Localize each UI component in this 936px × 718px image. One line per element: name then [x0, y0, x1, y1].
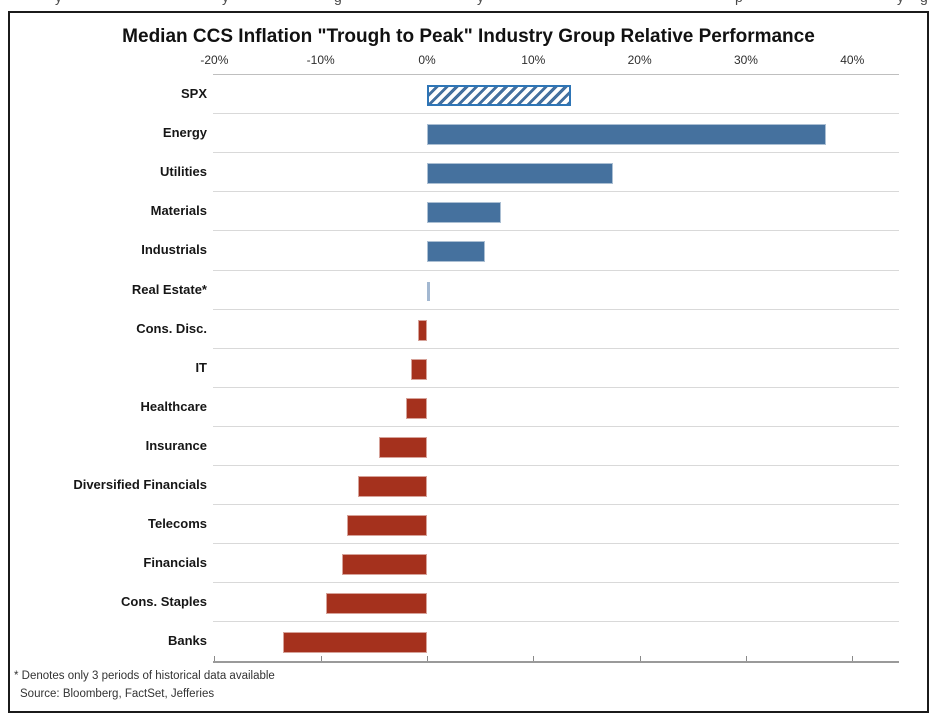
bar-cons-disc: [418, 319, 427, 341]
row-separator: [213, 113, 899, 114]
x-axis-tick-label: 0%: [418, 53, 436, 67]
chart-footnote: * Denotes only 3 periods of historical d…: [14, 670, 275, 682]
bar-materials: [427, 202, 502, 224]
row-label-spx: SPX: [180, 86, 207, 101]
x-axis-tick-mark: [639, 655, 641, 661]
chart-frame: Median CCS Inflation "Trough to Peak" In…: [8, 11, 929, 713]
x-axis-tick-mark: [320, 655, 322, 661]
bottom-axis-line: [213, 660, 899, 663]
x-axis-tick-mark: [745, 655, 747, 661]
x-axis-tick-mark: [852, 655, 854, 661]
top-axis-line: [213, 74, 899, 75]
row-label-materials: Materials: [150, 203, 207, 219]
clipped-glyph: y: [897, 0, 904, 5]
clipped-glyph: y: [477, 0, 484, 5]
row-label-cons-disc: Cons. Disc.: [136, 320, 207, 336]
row-label-financials: Financials: [143, 555, 207, 571]
row-separator: [213, 582, 899, 583]
clipped-glyph: g: [334, 0, 342, 5]
bar-utilities: [427, 163, 614, 185]
row-separator: [213, 230, 899, 231]
chart-title: Median CCS Inflation "Trough to Peak" In…: [122, 26, 815, 47]
row-separator: [213, 387, 899, 388]
x-axis-tick-label: -10%: [306, 53, 335, 67]
x-axis-tick-label: -20%: [200, 53, 229, 67]
row-label-insurance: Insurance: [145, 437, 207, 453]
clipped-glyph: p: [735, 0, 743, 5]
x-axis-tick-label: 20%: [627, 53, 652, 67]
x-axis-tick-label: 10%: [521, 53, 546, 67]
row-label-energy: Energy: [162, 125, 207, 141]
bar-industrials: [427, 241, 486, 263]
row-separator: [213, 426, 899, 427]
bar-banks: [283, 632, 427, 654]
row-separator: [213, 621, 899, 622]
x-axis-tick-label: 30%: [733, 53, 758, 67]
bar-financials: [341, 554, 427, 576]
row-label-telecoms: Telecoms: [147, 516, 207, 532]
row-separator: [213, 504, 899, 505]
clipped-glyph: y: [55, 0, 62, 5]
x-axis-tick-mark: [214, 655, 216, 661]
row-label-it: IT: [195, 359, 207, 375]
chart-source: Source: Bloomberg, FactSet, Jefferies: [20, 688, 215, 700]
row-separator: [213, 543, 899, 544]
bar-cons-staples: [325, 593, 427, 615]
row-label-real-estate: Real Estate*: [131, 281, 207, 297]
row-separator: [213, 309, 899, 310]
row-label-banks: Banks: [167, 633, 207, 649]
bar-energy: [427, 124, 826, 146]
bar-real-estate: [427, 281, 431, 301]
row-separator: [213, 270, 899, 271]
row-separator: [213, 152, 899, 153]
x-axis-tick-label: 40%: [840, 53, 865, 67]
clipped-glyph: y: [222, 0, 229, 5]
clipped-text-fragments: yygypyg: [0, 0, 936, 7]
row-separator: [213, 465, 899, 466]
x-axis-tick-mark: [533, 655, 535, 661]
clipped-glyph: g: [920, 0, 928, 5]
row-label-diversified-financials: Diversified Financials: [73, 477, 207, 492]
bar-spx: [427, 85, 571, 107]
row-separator: [213, 348, 899, 349]
row-label-cons-staples: Cons. Staples: [121, 594, 207, 610]
bar-healthcare: [405, 397, 427, 419]
x-axis-tick-mark: [427, 655, 428, 661]
bar-insurance: [379, 436, 427, 458]
row-label-industrials: Industrials: [141, 242, 207, 258]
row-label-utilities: Utilities: [160, 164, 207, 180]
bar-diversified-financials: [357, 476, 427, 498]
row-label-healthcare: Healthcare: [140, 398, 207, 414]
row-separator: [213, 191, 899, 192]
bar-it: [411, 358, 427, 380]
bar-telecoms: [347, 515, 427, 537]
